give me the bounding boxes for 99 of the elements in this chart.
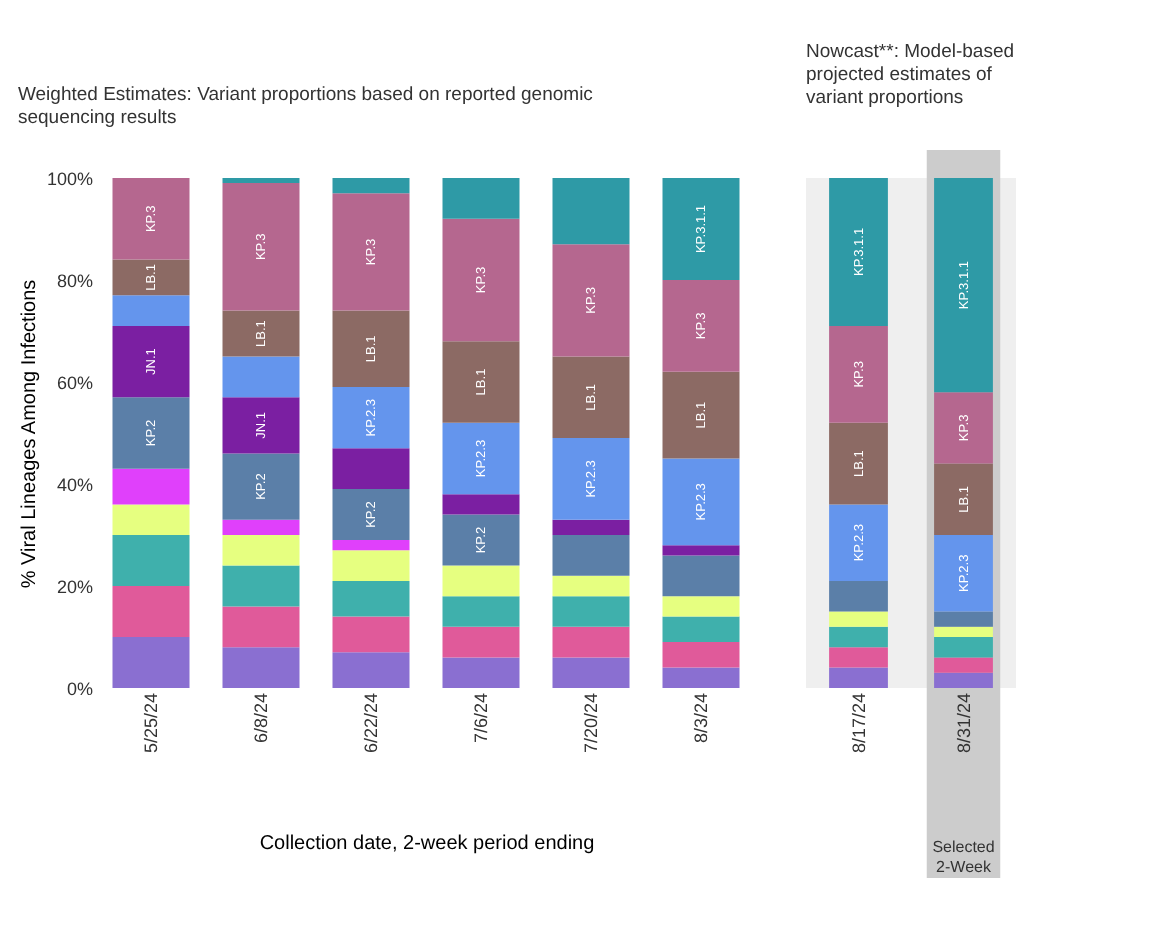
bar bbox=[222, 647, 300, 688]
bar bbox=[442, 657, 520, 688]
bar bbox=[112, 325, 190, 398]
bar bbox=[222, 606, 300, 648]
bar bbox=[112, 637, 190, 688]
bar bbox=[332, 448, 410, 490]
bar bbox=[222, 519, 300, 535]
bar bbox=[662, 458, 740, 546]
bar bbox=[829, 611, 888, 627]
bar bbox=[332, 540, 410, 551]
chart-title: Weighted Estimates: Variant proportions based on reported genomic sequencing results bbox=[17, 84, 594, 129]
bar bbox=[332, 652, 410, 688]
bar bbox=[112, 397, 190, 469]
bar bbox=[112, 178, 190, 260]
bar bbox=[222, 453, 300, 520]
bar bbox=[662, 667, 740, 688]
bar bbox=[552, 519, 630, 535]
x-tick-label: 7/20/24 bbox=[581, 693, 601, 754]
bar bbox=[552, 575, 630, 597]
x-tick-label: 8/17/24 bbox=[848, 693, 869, 754]
bar bbox=[552, 626, 630, 658]
bar bbox=[829, 422, 888, 505]
bar bbox=[332, 310, 410, 388]
bar bbox=[112, 295, 190, 326]
y-tick-label: 80% bbox=[56, 271, 93, 291]
bar bbox=[662, 596, 740, 617]
bar bbox=[934, 178, 993, 393]
bar bbox=[332, 193, 410, 311]
bar bbox=[222, 397, 300, 454]
bar bbox=[552, 244, 630, 357]
x-tick-label: 6/22/24 bbox=[361, 693, 381, 754]
bar bbox=[442, 178, 520, 219]
bar bbox=[332, 387, 410, 449]
bar bbox=[552, 178, 630, 245]
bar bbox=[934, 657, 993, 673]
bar bbox=[112, 504, 190, 535]
bar bbox=[662, 545, 740, 556]
bar bbox=[332, 178, 410, 194]
bar bbox=[222, 183, 300, 311]
x-tick-label: 8/3/24 bbox=[691, 693, 711, 744]
bar bbox=[442, 494, 520, 515]
y-tick-label: 100% bbox=[46, 169, 93, 189]
bar bbox=[829, 178, 888, 326]
bar bbox=[662, 555, 740, 597]
y-tick-label: 60% bbox=[56, 373, 93, 393]
y-tick-label: 20% bbox=[56, 577, 93, 597]
bar bbox=[222, 356, 300, 398]
bar bbox=[662, 280, 740, 372]
y-axis-title: % Viral Lineages Among Infections bbox=[18, 279, 41, 589]
bar bbox=[442, 565, 520, 597]
x-tick-label: 6/8/24 bbox=[251, 693, 271, 744]
bar bbox=[222, 178, 300, 184]
bar bbox=[112, 259, 190, 296]
bar bbox=[662, 371, 740, 459]
bar bbox=[222, 310, 300, 357]
x-tick-label: 8/31/24 bbox=[953, 693, 974, 754]
bar bbox=[442, 626, 520, 658]
bar bbox=[552, 596, 630, 627]
bar bbox=[552, 356, 630, 439]
bar bbox=[829, 504, 888, 581]
x-tick-label: 7/6/24 bbox=[471, 693, 491, 744]
bar bbox=[934, 626, 993, 637]
bar bbox=[442, 596, 520, 627]
bar bbox=[112, 468, 190, 505]
bar bbox=[662, 178, 740, 280]
bar bbox=[112, 586, 190, 637]
bar bbox=[332, 489, 410, 541]
bar bbox=[934, 392, 993, 464]
x-axis-title: Collection date, 2-week period ending bbox=[259, 833, 595, 856]
bar bbox=[934, 463, 993, 535]
bar bbox=[112, 535, 190, 586]
bar bbox=[934, 535, 993, 612]
bar bbox=[829, 667, 888, 688]
bar bbox=[442, 341, 520, 423]
bar bbox=[552, 535, 630, 576]
chart-title: Nowcast**: Model-based projected estimates of variant proportions bbox=[806, 41, 1015, 109]
bar bbox=[829, 647, 888, 668]
bar bbox=[662, 642, 740, 668]
bar bbox=[829, 626, 888, 648]
bar bbox=[934, 611, 993, 627]
bar bbox=[222, 535, 300, 566]
x-tick-label: 5/25/24 bbox=[141, 693, 161, 754]
bar bbox=[829, 325, 888, 423]
bar bbox=[442, 514, 520, 566]
bar bbox=[442, 422, 520, 495]
y-tick-label: 0% bbox=[66, 679, 93, 699]
bar bbox=[934, 672, 993, 688]
band-label: Selected 2-Week bbox=[932, 838, 995, 876]
bar bbox=[829, 580, 888, 612]
y-tick-label: 40% bbox=[56, 475, 93, 495]
bar bbox=[332, 580, 410, 617]
bar bbox=[332, 616, 410, 653]
bar bbox=[332, 550, 410, 581]
bar bbox=[552, 438, 630, 520]
bar bbox=[222, 565, 300, 607]
bar bbox=[442, 218, 520, 342]
bar bbox=[552, 657, 630, 688]
bar bbox=[934, 637, 993, 658]
bar bbox=[662, 616, 740, 643]
